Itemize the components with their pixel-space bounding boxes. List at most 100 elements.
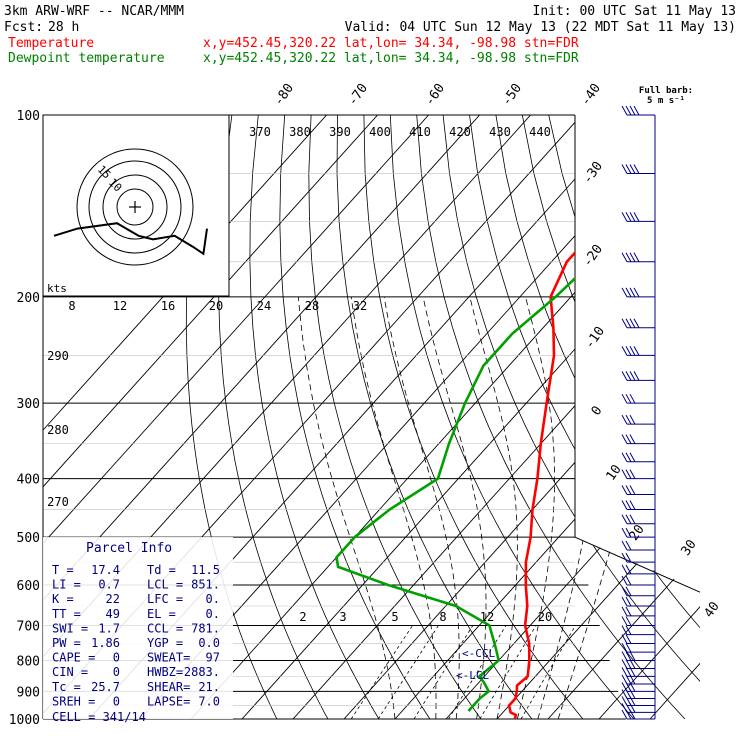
pressure-tick-label: 1000 bbox=[9, 713, 40, 728]
dry-adiabat bbox=[495, 115, 700, 719]
hodograph-axis-tick: 32 bbox=[353, 299, 367, 313]
pressure-tick-label: 600 bbox=[17, 579, 40, 594]
ccl-marker: <-CCL bbox=[462, 647, 495, 660]
sounding-profiles bbox=[335, 250, 575, 719]
parcel-info-cell: 7.0 bbox=[198, 694, 220, 708]
theta-label-low: 290 bbox=[47, 349, 69, 363]
isotherm-line bbox=[43, 115, 327, 719]
isotherm-label: -50 bbox=[499, 81, 525, 109]
wind-barb bbox=[621, 527, 655, 538]
dewpoint-legend: Dewpoint temperature bbox=[8, 51, 165, 66]
theta-label: 410 bbox=[409, 125, 431, 139]
dry-adiabat bbox=[442, 115, 700, 719]
pressure-tick-label: 200 bbox=[17, 291, 40, 306]
pressure-tick-label: 300 bbox=[17, 397, 40, 412]
parcel-info-cell: PW = bbox=[52, 636, 81, 650]
isotherm-label: -70 bbox=[345, 81, 371, 109]
isotherm-line bbox=[445, 115, 700, 719]
hodograph-axis-tick: 8 bbox=[68, 299, 75, 313]
isotherm-line bbox=[190, 115, 700, 719]
parcel-info-cell: 1.86 bbox=[91, 636, 120, 650]
hodograph-ring bbox=[116, 188, 154, 226]
mixing-ratio-label: 8 bbox=[439, 610, 446, 624]
pressure-tick-label: 500 bbox=[17, 531, 40, 546]
hodograph-axis-tick: 20 bbox=[209, 299, 223, 313]
wind-barb bbox=[621, 709, 655, 720]
theta-label: 400 bbox=[369, 125, 391, 139]
forecast-hours: 28 h bbox=[48, 20, 79, 35]
moist-adiabat bbox=[537, 296, 600, 719]
wind-barbs bbox=[621, 105, 656, 720]
wind-barb bbox=[621, 552, 655, 563]
parcel-info-cell: CCL = bbox=[147, 621, 183, 635]
parcel-info-cell: 851. bbox=[191, 578, 220, 592]
dry-adiabat bbox=[279, 115, 431, 719]
mixing-ratio-label: 20 bbox=[538, 610, 552, 624]
wind-barb bbox=[621, 371, 655, 381]
isotherm-label: -60 bbox=[422, 81, 448, 109]
isotherm-label: 20 bbox=[626, 522, 647, 543]
parcel-info-cell: LFC = bbox=[147, 592, 183, 606]
theta-label: 440 bbox=[529, 125, 551, 139]
parcel-info-cell: 2883. bbox=[184, 665, 220, 679]
mixing-ratio-line bbox=[350, 625, 413, 719]
wind-barb bbox=[621, 514, 655, 525]
wind-barb bbox=[621, 586, 655, 597]
isotherm-label: -80 bbox=[271, 81, 297, 109]
parcel-info-cell: LAPSE= bbox=[147, 694, 190, 708]
pressure-tick-label: 400 bbox=[17, 473, 40, 488]
parcel-info-cell: 11.5 bbox=[191, 563, 220, 577]
theta-label-low: 280 bbox=[47, 423, 69, 437]
parcel-info-cell: SWEAT= bbox=[147, 651, 190, 665]
dry-adiabat bbox=[601, 115, 700, 719]
wind-barb bbox=[621, 540, 655, 551]
parcel-info-cell: 97 bbox=[206, 651, 220, 665]
dry-adiabat bbox=[733, 115, 740, 719]
parcel-info-cell: 49 bbox=[106, 607, 120, 621]
parcel-info-cell: HWBZ= bbox=[147, 665, 183, 679]
moist-adiabat bbox=[517, 296, 555, 719]
parcel-cell: CELL = 341/14 bbox=[52, 710, 146, 724]
header: 3km ARW-WRF -- NCAR/MMM Init: 00 UTC Sat… bbox=[4, 4, 736, 66]
parcel-info-cell: EL = bbox=[147, 607, 176, 621]
hodograph-ring bbox=[102, 174, 168, 240]
dry-adiabat bbox=[249, 115, 380, 719]
isotherm-line bbox=[43, 115, 378, 719]
parcel-info-cell: T = bbox=[52, 563, 74, 577]
hodograph-axis-tick: 28 bbox=[305, 299, 319, 313]
wind-barb bbox=[621, 485, 655, 496]
model-title: 3km ARW-WRF -- NCAR/MMM bbox=[4, 4, 184, 19]
wind-barb bbox=[621, 434, 655, 445]
parcel-info-box: Parcel Info T = 17.4 Td = 11.5 LI = 0.7 LCL = 8… bbox=[43, 537, 233, 724]
parcel-info-cell: 0. bbox=[206, 607, 220, 621]
level-markers: <-CCL <-LCL bbox=[456, 647, 495, 682]
theta-label: 390 bbox=[329, 125, 351, 139]
parcel-info-cell: LI = bbox=[52, 578, 81, 592]
dry-adiabat bbox=[218, 115, 329, 719]
parcel-info-cell: SHEAR= bbox=[147, 680, 190, 694]
isotherm-line bbox=[43, 115, 480, 719]
barb-legend: Full barb: 5 m s⁻¹ bbox=[639, 86, 693, 106]
wind-barb bbox=[621, 469, 655, 480]
wind-barb bbox=[621, 674, 655, 685]
wind-barb bbox=[621, 659, 655, 670]
isotherm-label: -40 bbox=[578, 81, 604, 109]
dry-adiabat bbox=[469, 115, 700, 719]
isotherm-line bbox=[598, 115, 700, 719]
isotherm-label: -30 bbox=[580, 159, 606, 187]
isotherm-label: 0 bbox=[589, 403, 606, 418]
diag-frame bbox=[574, 536, 701, 593]
parcel-info-cell: SREH = bbox=[52, 694, 95, 708]
theta-label: 370 bbox=[249, 125, 271, 139]
wind-barb bbox=[621, 346, 655, 356]
temperature-station-info: x,y=452.45,320.22 lat,lon= 34.34, -98.98… bbox=[203, 36, 579, 51]
parcel-info-title: Parcel Info bbox=[86, 541, 172, 556]
wind-barb bbox=[621, 318, 655, 329]
wind-barb bbox=[621, 667, 655, 677]
pressure-tick-label: 900 bbox=[17, 685, 40, 700]
hodograph-trace bbox=[53, 222, 208, 256]
dry-adiabat bbox=[548, 115, 700, 719]
hodograph-axis-tick: 24 bbox=[257, 299, 271, 313]
wind-barb bbox=[621, 500, 655, 511]
wind-barb bbox=[621, 625, 655, 636]
